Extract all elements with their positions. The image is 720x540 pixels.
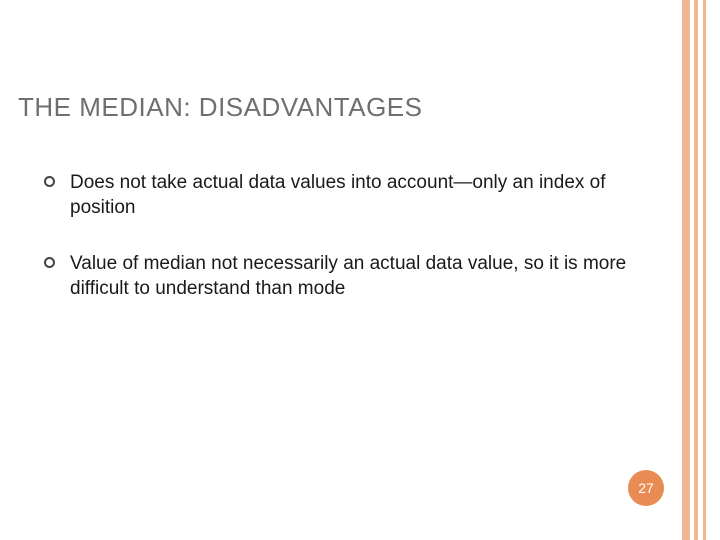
bullet-text: Value of median not necessarily an actua… xyxy=(70,253,626,299)
bullet-list: Does not take actual data values into ac… xyxy=(18,171,660,302)
bullet-icon xyxy=(44,257,55,268)
slide-container: THE MEDIAN: DISADVANTAGES Does not take … xyxy=(0,0,720,540)
slide-title: THE MEDIAN: DISADVANTAGES xyxy=(18,92,660,123)
list-item: Value of median not necessarily an actua… xyxy=(44,252,634,301)
page-number-badge: 27 xyxy=(628,470,664,506)
page-number: 27 xyxy=(638,480,654,496)
bullet-text: Does not take actual data values into ac… xyxy=(70,172,606,218)
list-item: Does not take actual data values into ac… xyxy=(44,171,634,220)
bullet-icon xyxy=(44,176,55,187)
